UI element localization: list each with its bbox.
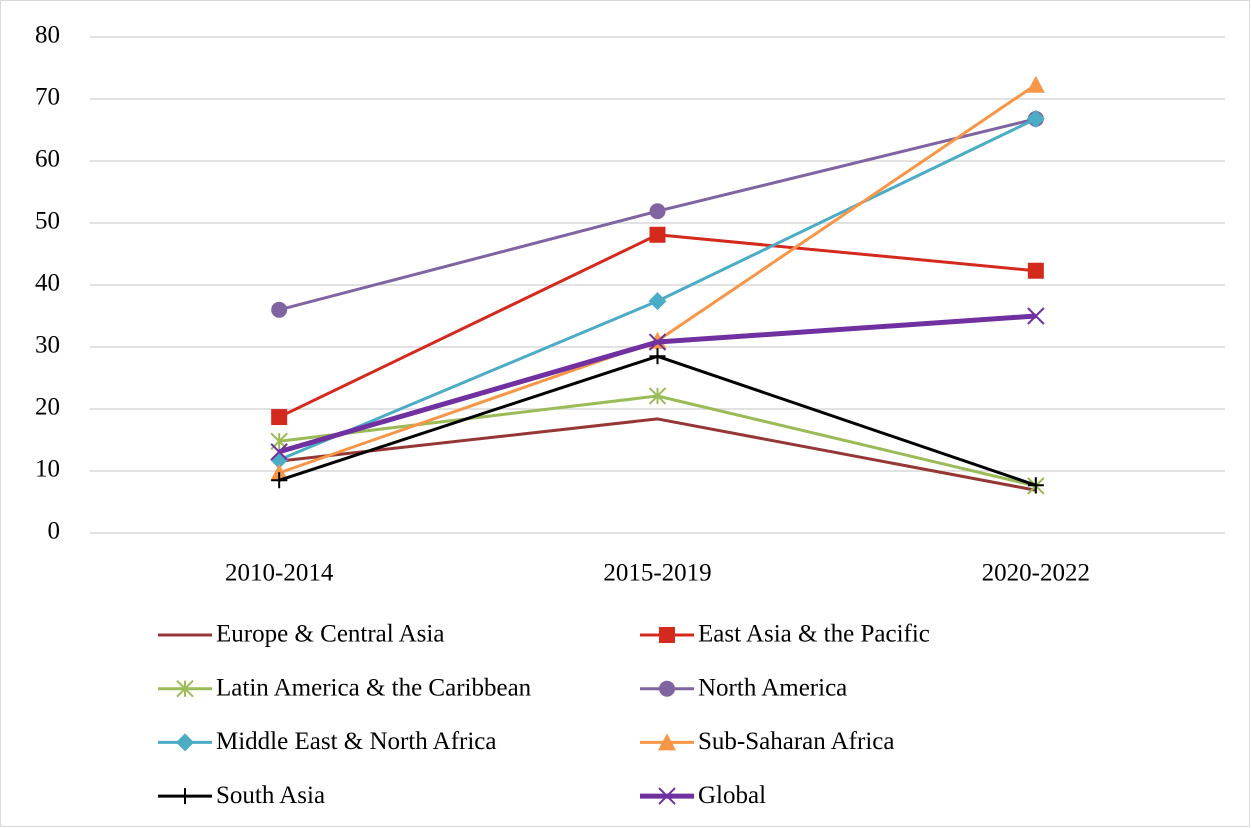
legend-label: Europe & Central Asia [216, 621, 444, 648]
y-tick-label: 0 [48, 518, 61, 545]
marker [1026, 109, 1045, 128]
marker [1027, 262, 1044, 279]
marker [648, 387, 667, 405]
marker [1027, 307, 1045, 325]
marker [177, 788, 193, 805]
marker [271, 301, 288, 318]
marker [176, 679, 194, 698]
x-tick-label: 2015-2019 [603, 560, 711, 587]
y-tick-label: 60 [35, 146, 60, 173]
legend-label: Global [698, 782, 766, 809]
legend-item: North America [640, 674, 847, 701]
legend-item: South Asia [158, 782, 325, 809]
x-tick-label: 2010-2014 [225, 560, 334, 587]
marker [658, 733, 676, 751]
legend-label: Sub-Saharan Africa [698, 728, 894, 755]
legend-item: Sub-Saharan Africa [640, 728, 894, 755]
legend-label: South Asia [216, 782, 325, 809]
legend-item: East Asia & the Pacific [640, 621, 930, 648]
marker [659, 627, 675, 643]
marker [1026, 75, 1045, 93]
marker [649, 226, 666, 243]
x-tick-label: 2020-2022 [982, 560, 1090, 587]
marker [659, 680, 675, 697]
legend-item: Europe & Central Asia [158, 621, 444, 648]
legend-item: Latin America & the Caribbean [158, 674, 532, 701]
y-tick-label: 80 [35, 22, 60, 49]
marker [270, 443, 288, 461]
marker [176, 733, 194, 752]
y-tick-label: 50 [35, 208, 60, 235]
legend-label: Middle East & North Africa [216, 728, 497, 755]
legend-label: East Asia & the Pacific [698, 621, 930, 648]
marker [648, 333, 667, 351]
marker [649, 348, 666, 365]
marker [648, 292, 667, 311]
legend-item: Global [640, 782, 766, 809]
legend-label: Latin America & the Caribbean [216, 674, 532, 701]
legend-item: Middle East & North Africa [158, 728, 497, 755]
y-tick-label: 70 [35, 84, 60, 111]
legend-label: North America [698, 674, 847, 701]
y-tick-label: 30 [35, 332, 60, 359]
y-tick-label: 20 [35, 394, 60, 421]
marker [1027, 477, 1044, 494]
y-tick-label: 40 [35, 270, 60, 297]
marker [649, 203, 666, 220]
series-line [279, 417, 1037, 492]
marker [271, 409, 288, 426]
marker [658, 787, 676, 805]
marker [271, 472, 288, 489]
y-tick-label: 10 [35, 456, 60, 483]
